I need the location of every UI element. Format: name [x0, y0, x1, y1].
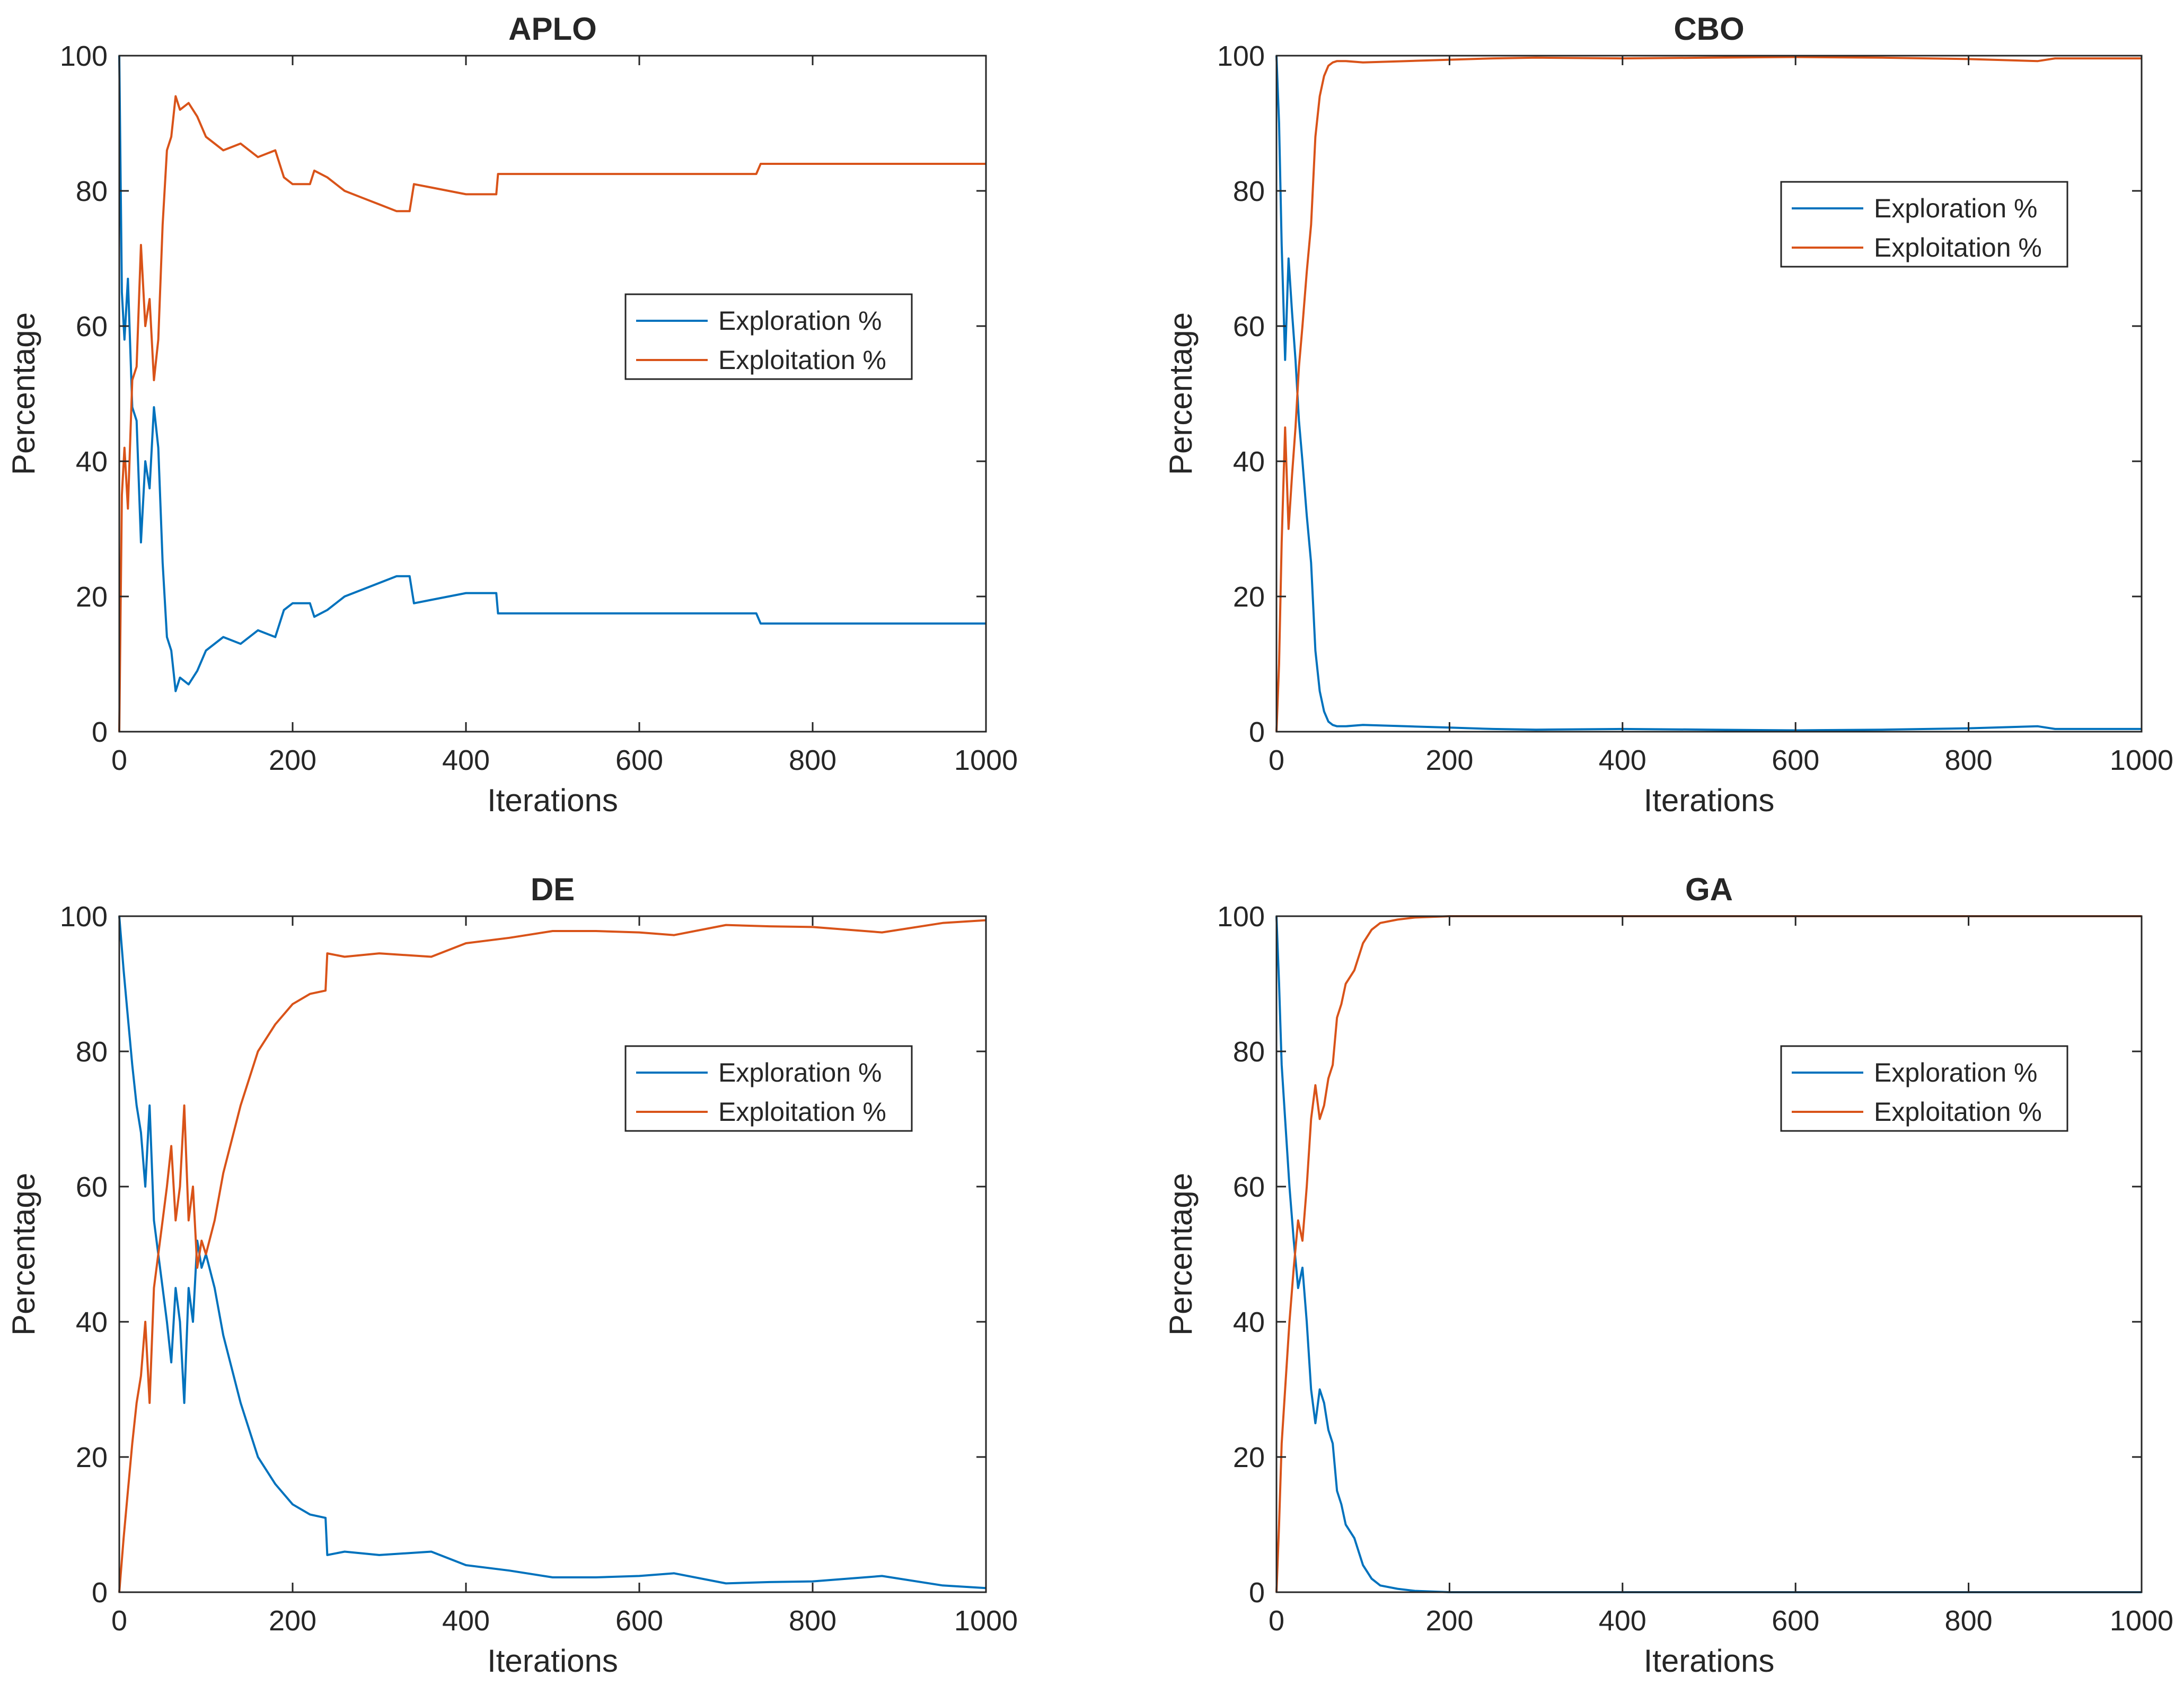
y-tick-label: 60: [1233, 311, 1265, 343]
y-tick-label: 80: [76, 1036, 108, 1068]
x-axis-label: Iterations: [1644, 783, 1775, 818]
series-line-exploration: [118, 55, 986, 692]
axes-box: [118, 55, 987, 733]
legend: Exploration % Exploitation %: [1780, 1045, 2068, 1132]
axes-box: [1275, 915, 2143, 1593]
x-tick-label: 600: [615, 744, 663, 776]
legend-label: Exploration %: [1874, 194, 2038, 223]
legend: Exploration % Exploitation %: [624, 293, 913, 380]
legend-label: Exploitation %: [1874, 1097, 2042, 1127]
y-tick-label: 20: [76, 581, 108, 613]
x-tick-label: 400: [442, 1605, 490, 1637]
x-tick-label: 200: [1425, 744, 1473, 776]
y-tick-label: 40: [1233, 446, 1265, 478]
y-tick-label: 0: [1249, 1577, 1265, 1609]
legend-box: [1780, 181, 2068, 268]
x-tick-label: 0: [111, 744, 127, 776]
x-tick-label: 400: [1599, 744, 1646, 776]
chart-panel-ga: 0 200 400 600 800 1000 0 20 40 60 80 100 GA Iteration…: [1163, 872, 2173, 1679]
y-tick-label: 60: [76, 311, 108, 343]
x-tick-label: 1000: [954, 1605, 1018, 1637]
legend-label: Exploitation %: [1874, 233, 2042, 262]
chart-panel-cbo: 0 200 400 600 800 1000 0 20 40 60 80 100 CBO Iteratio…: [1163, 11, 2173, 818]
plot-area: [1276, 56, 2142, 732]
y-tick-label: 0: [1249, 716, 1265, 748]
chart-title: APLO: [508, 11, 597, 47]
legend-box: [624, 293, 913, 380]
y-tick-label: 100: [1217, 901, 1265, 933]
y-tick-label: 80: [1233, 1036, 1265, 1068]
chart-panel-de: 0 200 400 600 800 1000 0 20 40 60 80 100 DE Iteration…: [6, 872, 1018, 1679]
y-tick-label: 20: [1233, 581, 1265, 613]
x-tick-label: 800: [1945, 1605, 1993, 1637]
y-axis-label: Percentage: [1163, 312, 1199, 475]
y-tick-label: 60: [76, 1171, 108, 1203]
x-tick-label: 1000: [2110, 744, 2173, 776]
legend: Exploration % Exploitation %: [1780, 181, 2068, 268]
chart-panel-aplo: 0 200 400 600 800 1000 0 20 40 60 80 100 APLO Iterati…: [6, 11, 1018, 818]
x-tick-label: 600: [1772, 1605, 1819, 1637]
plot-area: [1276, 916, 2142, 1592]
y-tick-label: 40: [76, 1306, 108, 1338]
legend-label: Exploration %: [718, 306, 882, 336]
x-tick-label: 200: [269, 744, 316, 776]
y-tick-label: 100: [60, 901, 108, 933]
y-tick-label: 100: [1217, 40, 1265, 72]
x-tick-label: 600: [615, 1605, 663, 1637]
x-tick-label: 0: [1269, 744, 1284, 776]
y-axis-label: Percentage: [6, 1173, 41, 1336]
legend-label: Exploration %: [718, 1058, 882, 1087]
x-tick-label: 200: [269, 1605, 316, 1637]
series-line-exploitation: [118, 919, 987, 1593]
x-tick-label: 800: [1945, 744, 1993, 776]
x-tick-label: 400: [1599, 1605, 1646, 1637]
x-tick-label: 0: [1269, 1605, 1284, 1637]
y-tick-label: 60: [1233, 1171, 1265, 1203]
x-tick-label: 400: [442, 744, 490, 776]
x-tick-label: 800: [789, 744, 836, 776]
axes-box: [118, 915, 987, 1593]
x-axis-label: Iterations: [487, 1643, 618, 1679]
x-tick-label: 0: [111, 1605, 127, 1637]
x-tick-label: 800: [789, 1605, 836, 1637]
y-tick-label: 20: [1233, 1442, 1265, 1473]
y-tick-label: 80: [76, 175, 108, 207]
chart-title: CBO: [1674, 11, 1744, 47]
legend-label: Exploitation %: [718, 345, 886, 375]
y-tick-label: 0: [92, 1577, 108, 1609]
legend-box: [1780, 1045, 2068, 1132]
y-tick-label: 20: [76, 1442, 108, 1473]
chart-title: DE: [531, 872, 575, 907]
y-axis-label: Percentage: [6, 312, 41, 475]
y-axis-label: Percentage: [1163, 1173, 1199, 1336]
x-tick-label: 200: [1425, 1605, 1473, 1637]
legend-label: Exploration %: [1874, 1058, 2038, 1087]
y-tick-label: 40: [76, 446, 108, 478]
chart-title: GA: [1685, 872, 1733, 907]
x-axis-label: Iterations: [1644, 1643, 1775, 1679]
x-tick-label: 600: [1772, 744, 1819, 776]
plot-area: [119, 916, 986, 1592]
x-tick-label: 1000: [954, 744, 1018, 776]
x-tick-label: 1000: [2110, 1605, 2173, 1637]
y-tick-label: 40: [1233, 1306, 1265, 1338]
y-tick-label: 100: [60, 40, 108, 72]
y-tick-label: 80: [1233, 175, 1265, 207]
legend-label: Exploitation %: [718, 1097, 886, 1127]
axes-box: [1275, 55, 2143, 733]
y-tick-label: 0: [92, 716, 108, 748]
legend-box: [624, 1045, 913, 1132]
plot-area: [119, 56, 986, 732]
legend: Exploration % Exploitation %: [624, 1045, 913, 1132]
series-line-exploitation: [118, 95, 986, 732]
series-line-exploration: [118, 916, 987, 1590]
x-axis-label: Iterations: [487, 783, 618, 818]
